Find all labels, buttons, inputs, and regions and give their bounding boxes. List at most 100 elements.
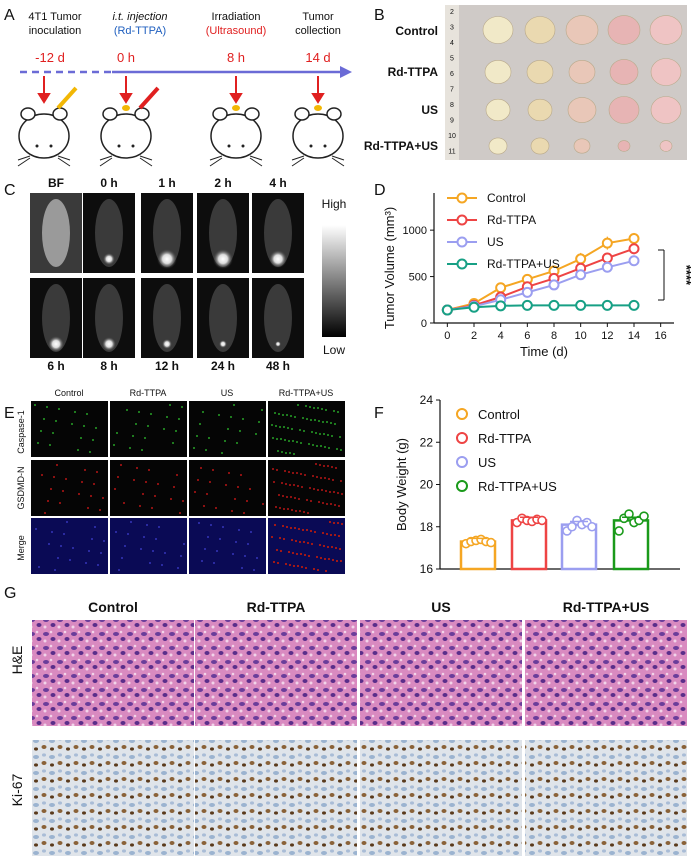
- fluorescence-speck: [284, 439, 286, 441]
- fluorescence-speck: [339, 548, 341, 550]
- fluorescence-speck: [330, 422, 332, 424]
- fluorescence-speck: [308, 443, 310, 445]
- fluorescence-speck: [321, 489, 323, 491]
- fluorescence-speck: [96, 471, 98, 473]
- ki67-stain-image: [360, 740, 522, 856]
- legend-label: US: [487, 235, 504, 249]
- data-point: [575, 253, 587, 265]
- fluorescence-speck: [172, 442, 174, 444]
- fluorescence-speck: [145, 481, 147, 483]
- legend-marker: [456, 236, 468, 248]
- fluorescence-speck: [224, 440, 226, 442]
- tumor-sample: [530, 137, 550, 155]
- fluorescence-speck: [65, 478, 67, 480]
- fluorescence-speck: [322, 502, 324, 504]
- fluorescence-speck: [276, 469, 278, 471]
- legend-marker: [456, 214, 468, 226]
- fluorescence-grid: [31, 401, 345, 574]
- fluorescence-speck: [281, 482, 283, 484]
- fluorescence-speck: [210, 524, 212, 526]
- mouse-silhouette: [95, 199, 123, 267]
- tumor-sample: [650, 58, 682, 86]
- he-stain-image: [525, 620, 687, 726]
- fluorescence-speck: [276, 438, 278, 440]
- fluorescence-speck: [286, 526, 288, 528]
- fluorescence-speck: [334, 423, 336, 425]
- fluorescence-speck: [284, 470, 286, 472]
- fluorescence-speck: [297, 565, 299, 567]
- x-tick-label: 2: [471, 330, 477, 342]
- column-label: US: [431, 599, 450, 615]
- time-label-top: 0 h: [100, 176, 117, 190]
- fluorescence-speck: [146, 524, 148, 526]
- tumor-sample: [617, 140, 631, 152]
- data-point: [624, 509, 634, 519]
- mouse-icon: [99, 107, 153, 167]
- fluorescence-speck: [299, 541, 301, 543]
- fluorescence-speck: [324, 446, 326, 448]
- fluorescence-speck: [275, 506, 277, 508]
- fluorescence-speck: [335, 547, 337, 549]
- bar: [560, 523, 598, 571]
- fluorescence-speck: [144, 437, 146, 439]
- legend-label: Control: [478, 407, 520, 422]
- fluorescence-speck: [236, 442, 238, 444]
- panel-c-imaging: BF 0 h 1 h 2 h 4 h 6 h 8 h 12 h 24 h 48 h High L…: [30, 176, 346, 373]
- fluorescence-speck: [333, 522, 335, 524]
- fluorescence-speck: [331, 435, 333, 437]
- data-point: [468, 301, 480, 313]
- legend-label: Rd-TTPA: [478, 431, 532, 446]
- fluorescence-speck: [310, 530, 312, 532]
- fluorescence-speck: [303, 430, 305, 432]
- fluorescence-speck: [333, 491, 335, 493]
- fluorescence-speck: [328, 447, 330, 449]
- data-point: [548, 299, 560, 311]
- fluorescence-speck: [306, 418, 308, 420]
- y-tick-label: 16: [420, 562, 434, 576]
- y-tick-label: 22: [420, 435, 434, 449]
- ruler-number: 8: [450, 102, 454, 109]
- row-label-rd-ttpa-us: Rd-TTPA+US: [364, 139, 438, 153]
- fluorescence-speck: [279, 537, 281, 539]
- fluorescence-speck: [212, 469, 214, 471]
- fluorescence-speck: [227, 428, 229, 430]
- fluorescence-speck: [289, 484, 291, 486]
- fluorescence-speck: [121, 557, 123, 559]
- column-label: Control: [54, 388, 83, 398]
- fluorescence-speck: [337, 492, 339, 494]
- fluorescence-speck: [183, 543, 185, 545]
- mouse-silhouette: [153, 284, 181, 352]
- y-axis-label: Tumor Volume (mm³): [382, 207, 397, 329]
- fluorescence-signal: [48, 336, 64, 352]
- fluorescence-speck: [285, 483, 287, 485]
- fluorescence-speck: [330, 534, 332, 536]
- fluorescence-speck: [310, 419, 312, 421]
- fluorescence-speck: [314, 531, 316, 533]
- fluorescence-speck: [175, 430, 177, 432]
- legend-marker: [456, 258, 468, 270]
- intensity-scale-bar: [322, 225, 346, 337]
- fluorescence-speck: [143, 536, 145, 538]
- fluorescence-speck: [277, 450, 279, 452]
- row-label-gsdmd: GSDMD-N: [16, 467, 26, 510]
- fluorescence-speck: [54, 569, 56, 571]
- fluorescence-speck: [123, 502, 125, 504]
- legend-label: Rd-TTPA: [487, 213, 536, 227]
- panel-letters: A B C D E F G: [4, 7, 386, 602]
- fluorescence-speck: [201, 560, 203, 562]
- fluorescence-speck: [57, 557, 59, 559]
- data-point: [614, 526, 624, 536]
- fluorescence-speck: [282, 414, 284, 416]
- fluorescence-speck: [169, 404, 171, 406]
- x-tick-label: 14: [628, 330, 640, 342]
- fluorescence-speck: [297, 404, 299, 406]
- fluorescence-speck: [176, 474, 178, 476]
- fluorescence-speck: [262, 503, 264, 505]
- fluorescence-speck: [317, 489, 319, 491]
- tumor-sample: [524, 16, 556, 44]
- data-point: [628, 233, 640, 244]
- fluorescence-speck: [324, 558, 326, 560]
- fluorescence-signal: [213, 249, 233, 269]
- fluorescence-speck: [37, 442, 39, 444]
- fluorescence-speck: [94, 526, 96, 528]
